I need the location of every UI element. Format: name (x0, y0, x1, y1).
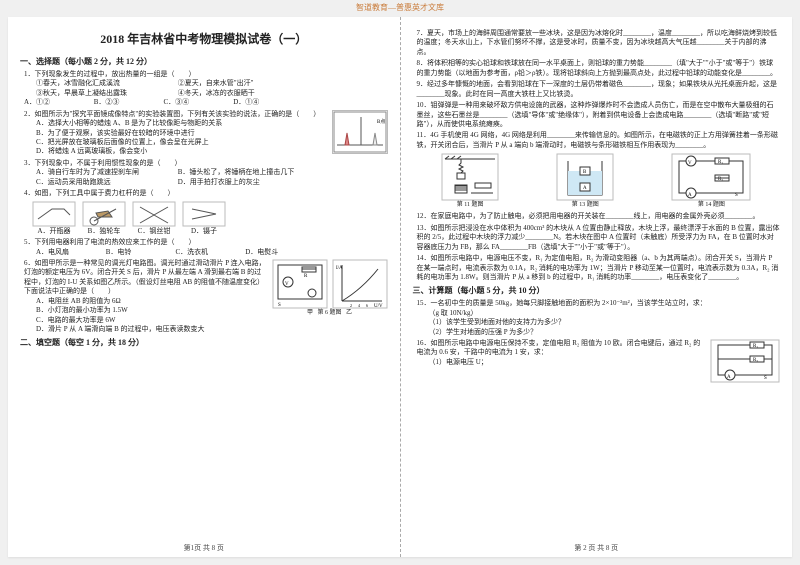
section-a-heading: 一、选择题（每小题 2 分，共 12 分） (20, 57, 388, 68)
q15-part1: （1）该学生受到地面对他的支持力为多少？ (429, 318, 781, 327)
exam-title: 2018 年吉林省中考物理模拟试卷（一） (20, 31, 388, 47)
question-16: R₁ R₂ A S 16．如图所示电路中电源电压保持不变，定值电阻 R₂ 阻值为… (417, 339, 781, 383)
fig-13: B A 第 13 题图 (556, 153, 614, 209)
question-6: V R S I/A U/V 2 (24, 259, 388, 335)
q1-branch-1: ①春天，冰雪融化汇成溪流 (36, 79, 176, 88)
question-12: 12．在家庭电路中，为了防止触电，必须把用电器的开关装在________线上，用… (417, 212, 781, 221)
q6-figures: V R S I/A U/V 2 (272, 259, 388, 317)
svg-text:B点: B点 (377, 119, 385, 125)
question-2: B点 2．如图所示为"探究平面镜成像特点"的实验装置图，下列有关该实验的说法，正… (24, 110, 388, 157)
question-4: 4．如图，下列工具中属于费力杠杆的是（ ） A．开瓶器 B．独轮车 C．钢丝钳 … (24, 189, 388, 236)
right-column: 7．夏天，市场上的海鲜周围通常要放一些冰块，这是因为冰熔化时________，温… (401, 17, 793, 557)
question-14: 14．如图所示电路中，电源电压不变，R₁ 为定值电阻，R₂ 为滑动变阻器（a、b… (417, 254, 781, 282)
svg-text:2: 2 (350, 303, 352, 308)
q1-optD: D．①④ (233, 98, 301, 107)
q16-figure: R₁ R₂ A S (710, 339, 780, 383)
svg-text:4: 4 (358, 303, 360, 308)
question-5: 5．下列用电器利用了电流的热效应来工作的是（ ） A．电风扇 B．电铃 C．洗衣… (24, 238, 388, 257)
q4-fig-C: C．钢丝钳 (132, 201, 176, 236)
circuit-r1r2-icon: V R₁ R₂ A S (671, 153, 751, 201)
left-column: 2018 年吉林省中考物理模拟试卷（一） 一、选择题（每小题 2 分，共 12 … (8, 17, 401, 557)
q3-optD: D．用手拍打衣服上的灰尘 (178, 178, 318, 187)
q15-g: （g 取 10N/kg） (429, 309, 781, 318)
svg-text:R₁: R₁ (753, 344, 758, 349)
q6-optD: D．滑片 P 从 A 端滑向端 B 的过程中，电压表读数变大 (36, 325, 388, 334)
q3-optC: C．运动员采用助跑跳远 (36, 178, 176, 187)
figure-row: 第 11 题图 B A 第 13 题图 V (413, 153, 781, 209)
q5-optA: A．电风扇 (36, 248, 104, 257)
q2-figure: B点 (332, 110, 388, 154)
svg-text:U/V: U/V (374, 304, 383, 309)
svg-text:A: A (688, 193, 692, 198)
question-7: 7．夏天，市场上的海鲜周围通常要放一些冰块，这是因为冰熔化时________，温… (417, 29, 781, 57)
q4-stem: 4．如图，下列工具中属于费力杠杆的是（ ） (24, 189, 388, 198)
plane-mirror-icon: B点 (333, 111, 387, 153)
svg-text:6: 6 (366, 303, 368, 308)
electromagnet-spring-icon (441, 153, 499, 201)
q1-optA: A．①② (24, 98, 92, 107)
circuit-diagram-icon: V R S (272, 259, 328, 309)
svg-text:I/A: I/A (336, 266, 343, 271)
svg-text:S: S (735, 193, 738, 198)
question-10: 10．钼弹弹是一种用来破坏敌方供电设施的武器，这种炸弹爆炸时不会造成人员伤亡，而… (417, 101, 781, 129)
svg-text:V: V (285, 282, 289, 287)
buoyancy-beaker-icon: B A (556, 153, 614, 201)
q5-optB: B．电铃 (106, 248, 174, 257)
q5-optD: D．电熨斗 (245, 248, 313, 257)
q1-branch-3: ③秋天，早晨草上凝结出露珠 (36, 89, 176, 98)
q5-optC: C．洗衣机 (176, 248, 244, 257)
q3-optA: A．骑自行车时为了减速捏刹车闸 (36, 168, 176, 177)
svg-text:V: V (688, 161, 692, 166)
bottle-opener-icon (32, 201, 76, 227)
q1-optB: B．②③ (94, 98, 162, 107)
svg-text:S: S (278, 303, 281, 308)
q1-branch-2: ②夏天，自来水管"出汗" (178, 79, 318, 88)
fig-14: V R₁ R₂ A S 第 14 题图 (671, 153, 751, 209)
wheelbarrow-icon (82, 201, 126, 227)
svg-text:A: A (727, 375, 731, 380)
left-footer: 第1页 共 8 页 (8, 544, 400, 553)
question-13: 13．如图所示把浸没在水中体积为 400cm³ 的木块从 A 位置由静止释放，木… (417, 224, 781, 252)
question-15: 15．一名初中生的质量是 50kg，她每只脚接触地面的面积为 2×10⁻²m²，… (417, 299, 781, 337)
section-b-heading: 二、填空题（每空 1 分，共 18 分） (20, 338, 388, 349)
exam-sheet: 2018 年吉林省中考物理模拟试卷（一） 一、选择题（每小题 2 分，共 12 … (8, 17, 792, 557)
q1-branch-4: ④冬天，冰冻的衣服晒干 (178, 89, 318, 98)
pliers-icon (132, 201, 176, 227)
q15-stem: 15．一名初中生的质量是 50kg，她每只脚接触地面的面积为 2×10⁻²m²，… (417, 299, 781, 308)
question-1: 1．下列现象发生的过程中，放出热量的一组是（ ） ①春天，冰雪融化汇成溪流 ②夏… (24, 70, 388, 108)
svg-text:S: S (764, 376, 767, 381)
q1-optC: C．③④ (164, 98, 232, 107)
iu-graph-icon: I/A U/V 2 4 6 (332, 259, 388, 309)
q4-fig-B: B．独轮车 (82, 201, 126, 236)
right-footer: 第 2 页 共 8 页 (401, 544, 793, 553)
q5-stem: 5．下列用电器利用了电流的热效应来工作的是（ ） (24, 238, 388, 247)
q4-fig-A: A．开瓶器 (32, 201, 76, 236)
svg-text:R₂: R₂ (753, 358, 758, 363)
section-c-heading: 三、计算题（每小题 5 分，共 10 分） (413, 286, 781, 297)
brand-banner: 智道教育—普惠英才文库 (0, 0, 800, 15)
q15-part2: （2）学生对地面的压强 P 为多少？ (429, 328, 781, 337)
q1-stem: 1．下列现象发生的过程中，放出热量的一组是（ ） (24, 70, 388, 79)
svg-text:R₁: R₁ (718, 160, 723, 165)
question-8: 8．将体积相等的实心铅球和铁球放在同一水平桌面上，则铅球的重力势能_______… (417, 59, 781, 78)
svg-text:A: A (583, 186, 587, 191)
fig-11: 第 11 题图 (441, 153, 499, 209)
question-11: 11．4G 手机使用 4G 网络，4G 网络是利用________来传输信息的。… (417, 131, 781, 150)
tweezers-icon (182, 201, 226, 227)
q3-stem: 3．下列现象中，不属于利用惯性现象的是（ ） (24, 159, 388, 168)
q4-fig-D: D．镊子 (182, 201, 226, 236)
parallel-circuit-icon: R₁ R₂ A S (710, 339, 780, 383)
question-3: 3．下列现象中，不属于利用惯性现象的是（ ） A．骑自行车时为了减速捏刹车闸 B… (24, 159, 388, 187)
question-9: 9．经过多年慷慨的地面，会看到铅球在下一深度的土层仍带着磁色________，现… (417, 80, 781, 99)
q3-optB: B．锤头松了，将锤柄在地上撞击几下 (178, 168, 318, 177)
